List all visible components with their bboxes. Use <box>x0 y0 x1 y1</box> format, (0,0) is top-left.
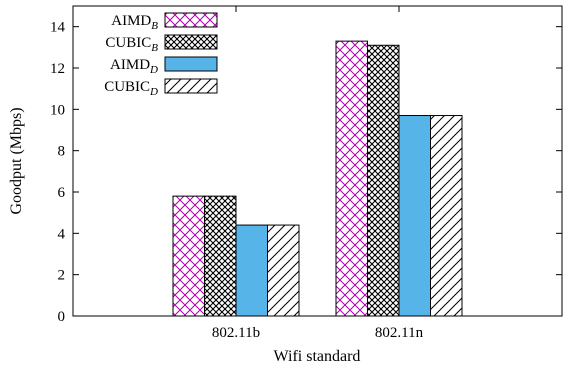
legend-label: AIMDB <box>111 13 158 32</box>
x-tick-label: 802.11b <box>212 325 260 341</box>
bar-aimd-d-80211b <box>235 224 268 317</box>
legend-label: CUBICB <box>105 35 158 54</box>
x-axis: 802.11b 802.11n <box>212 6 424 341</box>
plot-frame <box>72 5 563 317</box>
bar-aimd-b-80211n <box>335 40 368 317</box>
legend-label: AIMDD <box>110 57 158 76</box>
legend-swatch <box>164 34 218 50</box>
legend: AIMDB CUBICB AIMDD CUBICD <box>104 12 218 98</box>
y-axis-label: Goodput (Mbps) <box>8 107 25 214</box>
y-tick-label: 2 <box>58 268 66 284</box>
y-tick-label: 14 <box>50 20 66 36</box>
bars <box>172 40 463 317</box>
y-tick-label: 6 <box>58 185 66 201</box>
legend-swatch <box>164 12 218 28</box>
legend-entry: CUBICD <box>104 78 218 98</box>
y-tick-label: 4 <box>58 226 66 242</box>
y-axis: 0 2 4 6 8 10 12 14 <box>50 20 562 325</box>
y-tick-label: 10 <box>50 102 65 118</box>
y-tick-label: 8 <box>58 144 66 160</box>
bar-cubic-b-80211b <box>204 195 237 317</box>
bar-cubic-d-80211b <box>267 224 300 317</box>
bar-aimd-d-80211n <box>398 115 431 317</box>
bar-aimd-b-80211b <box>172 195 205 317</box>
bar-cubic-b-80211n <box>367 44 400 317</box>
legend-entry: AIMDB <box>111 12 218 32</box>
legend-swatch <box>164 78 218 94</box>
bar-cubic-d-80211n <box>430 115 463 317</box>
legend-swatch <box>164 56 218 72</box>
x-tick-label: 802.11n <box>375 325 424 341</box>
legend-entry: AIMDD <box>110 56 218 76</box>
x-axis-label: Wifi standard <box>274 348 361 365</box>
y-tick-label: 0 <box>58 309 66 325</box>
legend-entry: CUBICB <box>105 34 218 54</box>
y-tick-label: 12 <box>50 61 65 77</box>
legend-label: CUBICD <box>104 79 158 98</box>
